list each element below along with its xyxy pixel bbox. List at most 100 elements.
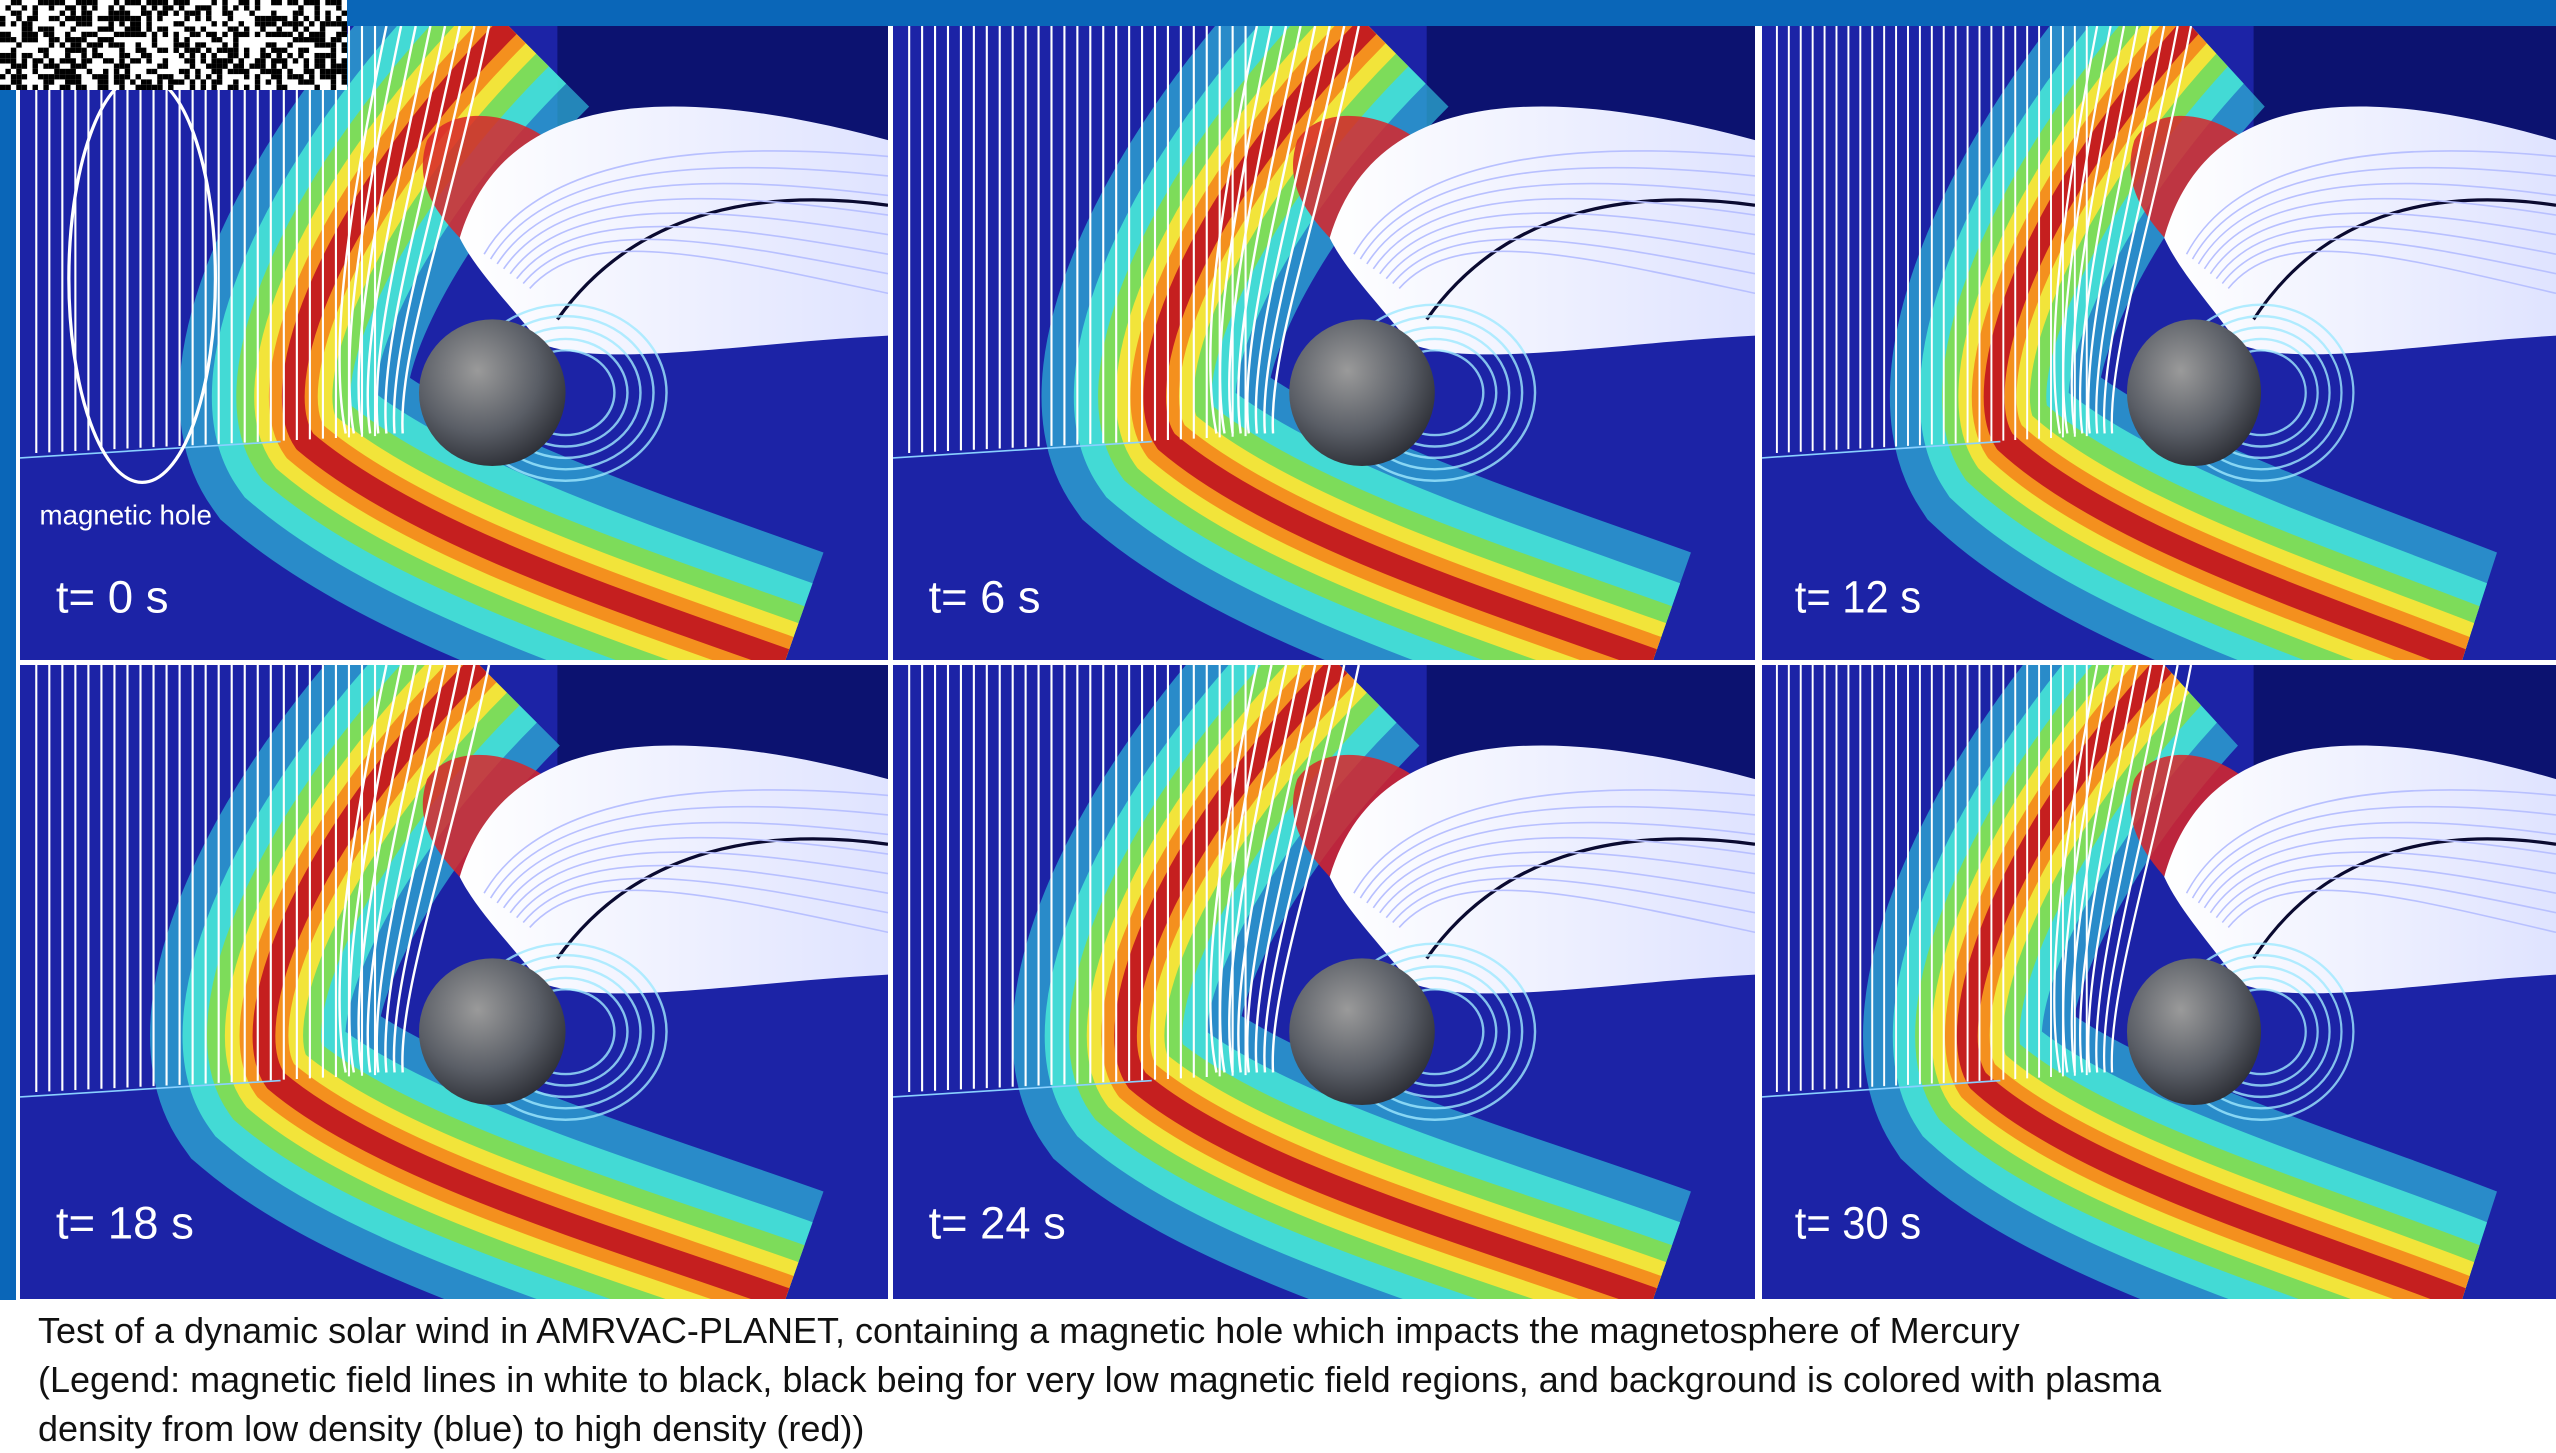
- simulation-panel: t= 30 s: [1762, 665, 2556, 1299]
- qr-cell: [287, 42, 292, 47]
- qr-cell: [195, 16, 200, 21]
- qr-cell: [0, 16, 5, 21]
- qr-cell: [27, 53, 32, 58]
- qr-cell: [277, 0, 282, 5]
- qr-cell: [22, 37, 27, 42]
- qr-cell: [293, 21, 298, 26]
- qr-cell: [22, 53, 27, 58]
- qr-cell: [277, 32, 282, 37]
- qr-cell: [92, 74, 97, 79]
- qr-cell: [266, 21, 271, 26]
- qr-cell: [195, 74, 200, 79]
- qr-cell: [314, 58, 319, 63]
- qr-cell: [217, 58, 222, 63]
- panel-shape: [2127, 319, 2261, 466]
- qr-cell: [320, 53, 325, 58]
- qr-cell: [146, 0, 151, 5]
- qr-cell: [136, 26, 141, 31]
- qr-cell: [33, 85, 38, 90]
- qr-cell: [65, 69, 70, 74]
- qr-cell: [22, 32, 27, 37]
- qr-cell: [298, 53, 303, 58]
- qr-cell: [174, 0, 179, 5]
- qr-cell: [190, 11, 195, 16]
- qr-cell: [320, 21, 325, 26]
- qr-cell: [152, 5, 157, 10]
- qr-cell: [179, 79, 184, 84]
- qr-cell: [60, 69, 65, 74]
- qr-cell: [277, 85, 282, 90]
- qr-cell: [331, 58, 336, 63]
- qr-cell: [81, 11, 86, 16]
- qr-cell: [304, 37, 309, 42]
- qr-cell: [255, 85, 260, 90]
- qr-cell: [76, 37, 81, 42]
- qr-cell: [103, 26, 108, 31]
- qr-cell: [119, 48, 124, 53]
- qr-cell: [0, 58, 5, 63]
- qr-cell: [228, 16, 233, 21]
- qr-cell: [174, 11, 179, 16]
- qr-cell: [309, 32, 314, 37]
- qr-cell: [119, 16, 124, 21]
- qr-cell: [184, 58, 189, 63]
- qr-cell: [108, 21, 113, 26]
- qr-cell: [146, 69, 151, 74]
- qr-cell: [239, 0, 244, 5]
- annotation: magnetic hole: [40, 500, 212, 531]
- qr-cell: [114, 64, 119, 69]
- qr-cell: [336, 37, 341, 42]
- qr-cell: [314, 11, 319, 16]
- qr-cell: [255, 0, 260, 5]
- qr-cell: [103, 79, 108, 84]
- qr-cell: [108, 5, 113, 10]
- qr-cell: [0, 32, 5, 37]
- qr-cell: [119, 85, 124, 90]
- qr-cell: [146, 26, 151, 31]
- qr-cell: [49, 42, 54, 47]
- qr-cell: [271, 74, 276, 79]
- qr-cell: [222, 42, 227, 47]
- qr-cell: [201, 53, 206, 58]
- qr-cell: [271, 0, 276, 5]
- qr-cell: [98, 42, 103, 47]
- qr-cell: [103, 85, 108, 90]
- qr-cell: [60, 74, 65, 79]
- qr-cell: [287, 32, 292, 37]
- qr-cell: [304, 26, 309, 31]
- qr-cell: [206, 16, 211, 21]
- qr-cell: [70, 69, 75, 74]
- qr-cell: [195, 69, 200, 74]
- qr-cell: [43, 85, 48, 90]
- qr-cell: [81, 53, 86, 58]
- qr-cell: [233, 85, 238, 90]
- qr-cell: [168, 79, 173, 84]
- qr-cell: [222, 0, 227, 5]
- qr-cell: [184, 37, 189, 42]
- qr-cell: [103, 74, 108, 79]
- qr-cell: [92, 48, 97, 53]
- qr-cell: [108, 42, 113, 47]
- qr-cell: [293, 26, 298, 31]
- qr-cell: [76, 0, 81, 5]
- qr-cell: [157, 0, 162, 5]
- qr-cell: [49, 16, 54, 21]
- qr-cell: [108, 26, 113, 31]
- panel-shape: [2127, 958, 2261, 1105]
- qr-cell: [22, 74, 27, 79]
- qr-cell: [11, 11, 16, 16]
- qr-cell: [336, 21, 341, 26]
- qr-cell: [293, 0, 298, 5]
- panel-image: t= 24 s: [893, 665, 1755, 1299]
- qr-cell: [217, 79, 222, 84]
- simulation-panel: t= 24 s: [893, 665, 1755, 1299]
- qr-cell: [76, 21, 81, 26]
- qr-cell: [331, 64, 336, 69]
- qr-cell: [103, 16, 108, 21]
- qr-cell: [33, 32, 38, 37]
- qr-cell: [228, 69, 233, 74]
- qr-cell: [233, 79, 238, 84]
- qr-cell: [342, 48, 347, 53]
- qr-cell: [190, 58, 195, 63]
- qr-cell: [103, 58, 108, 63]
